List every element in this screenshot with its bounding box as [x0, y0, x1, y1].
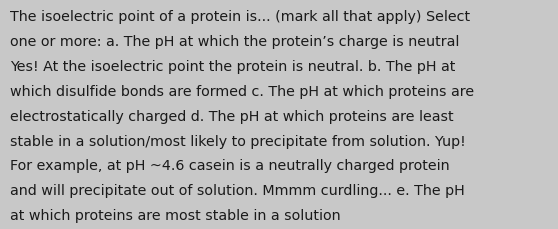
Text: electrostatically charged d. The pH at which proteins are least: electrostatically charged d. The pH at w…	[10, 109, 454, 123]
Text: one or more: a. The pH at which the protein’s charge is neutral: one or more: a. The pH at which the prot…	[10, 35, 459, 49]
Text: stable in a solution/most likely to precipitate from solution. Yup!: stable in a solution/most likely to prec…	[10, 134, 466, 148]
Text: at which proteins are most stable in a solution: at which proteins are most stable in a s…	[10, 208, 341, 222]
Text: The isoelectric point of a protein is... (mark all that apply) Select: The isoelectric point of a protein is...…	[10, 10, 470, 24]
Text: and will precipitate out of solution. Mmmm curdling... e. The pH: and will precipitate out of solution. Mm…	[10, 183, 465, 197]
Text: For example, at pH ~4.6 casein is a neutrally charged protein: For example, at pH ~4.6 casein is a neut…	[10, 159, 450, 173]
Text: Yes! At the isoelectric point the protein is neutral. b. The pH at: Yes! At the isoelectric point the protei…	[10, 60, 455, 74]
Text: which disulfide bonds are formed c. The pH at which proteins are: which disulfide bonds are formed c. The …	[10, 85, 474, 98]
